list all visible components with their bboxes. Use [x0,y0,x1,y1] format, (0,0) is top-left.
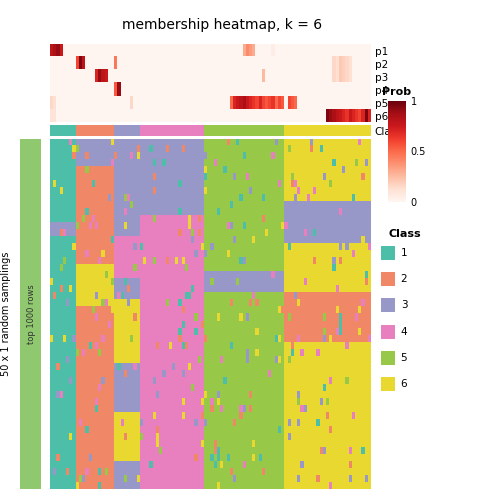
Text: 5: 5 [401,353,407,363]
Text: top 1000 rows: top 1000 rows [27,284,36,344]
Title: Prob: Prob [383,87,411,97]
Text: 4: 4 [401,327,407,337]
Text: Class: Class [388,229,421,239]
Text: 1: 1 [401,248,407,258]
Text: 3: 3 [401,300,407,310]
Text: 6: 6 [401,379,407,389]
Text: 50 x 1 random samplings: 50 x 1 random samplings [1,251,11,376]
Text: 2: 2 [401,274,407,284]
Text: membership heatmap, k = 6: membership heatmap, k = 6 [121,18,322,32]
